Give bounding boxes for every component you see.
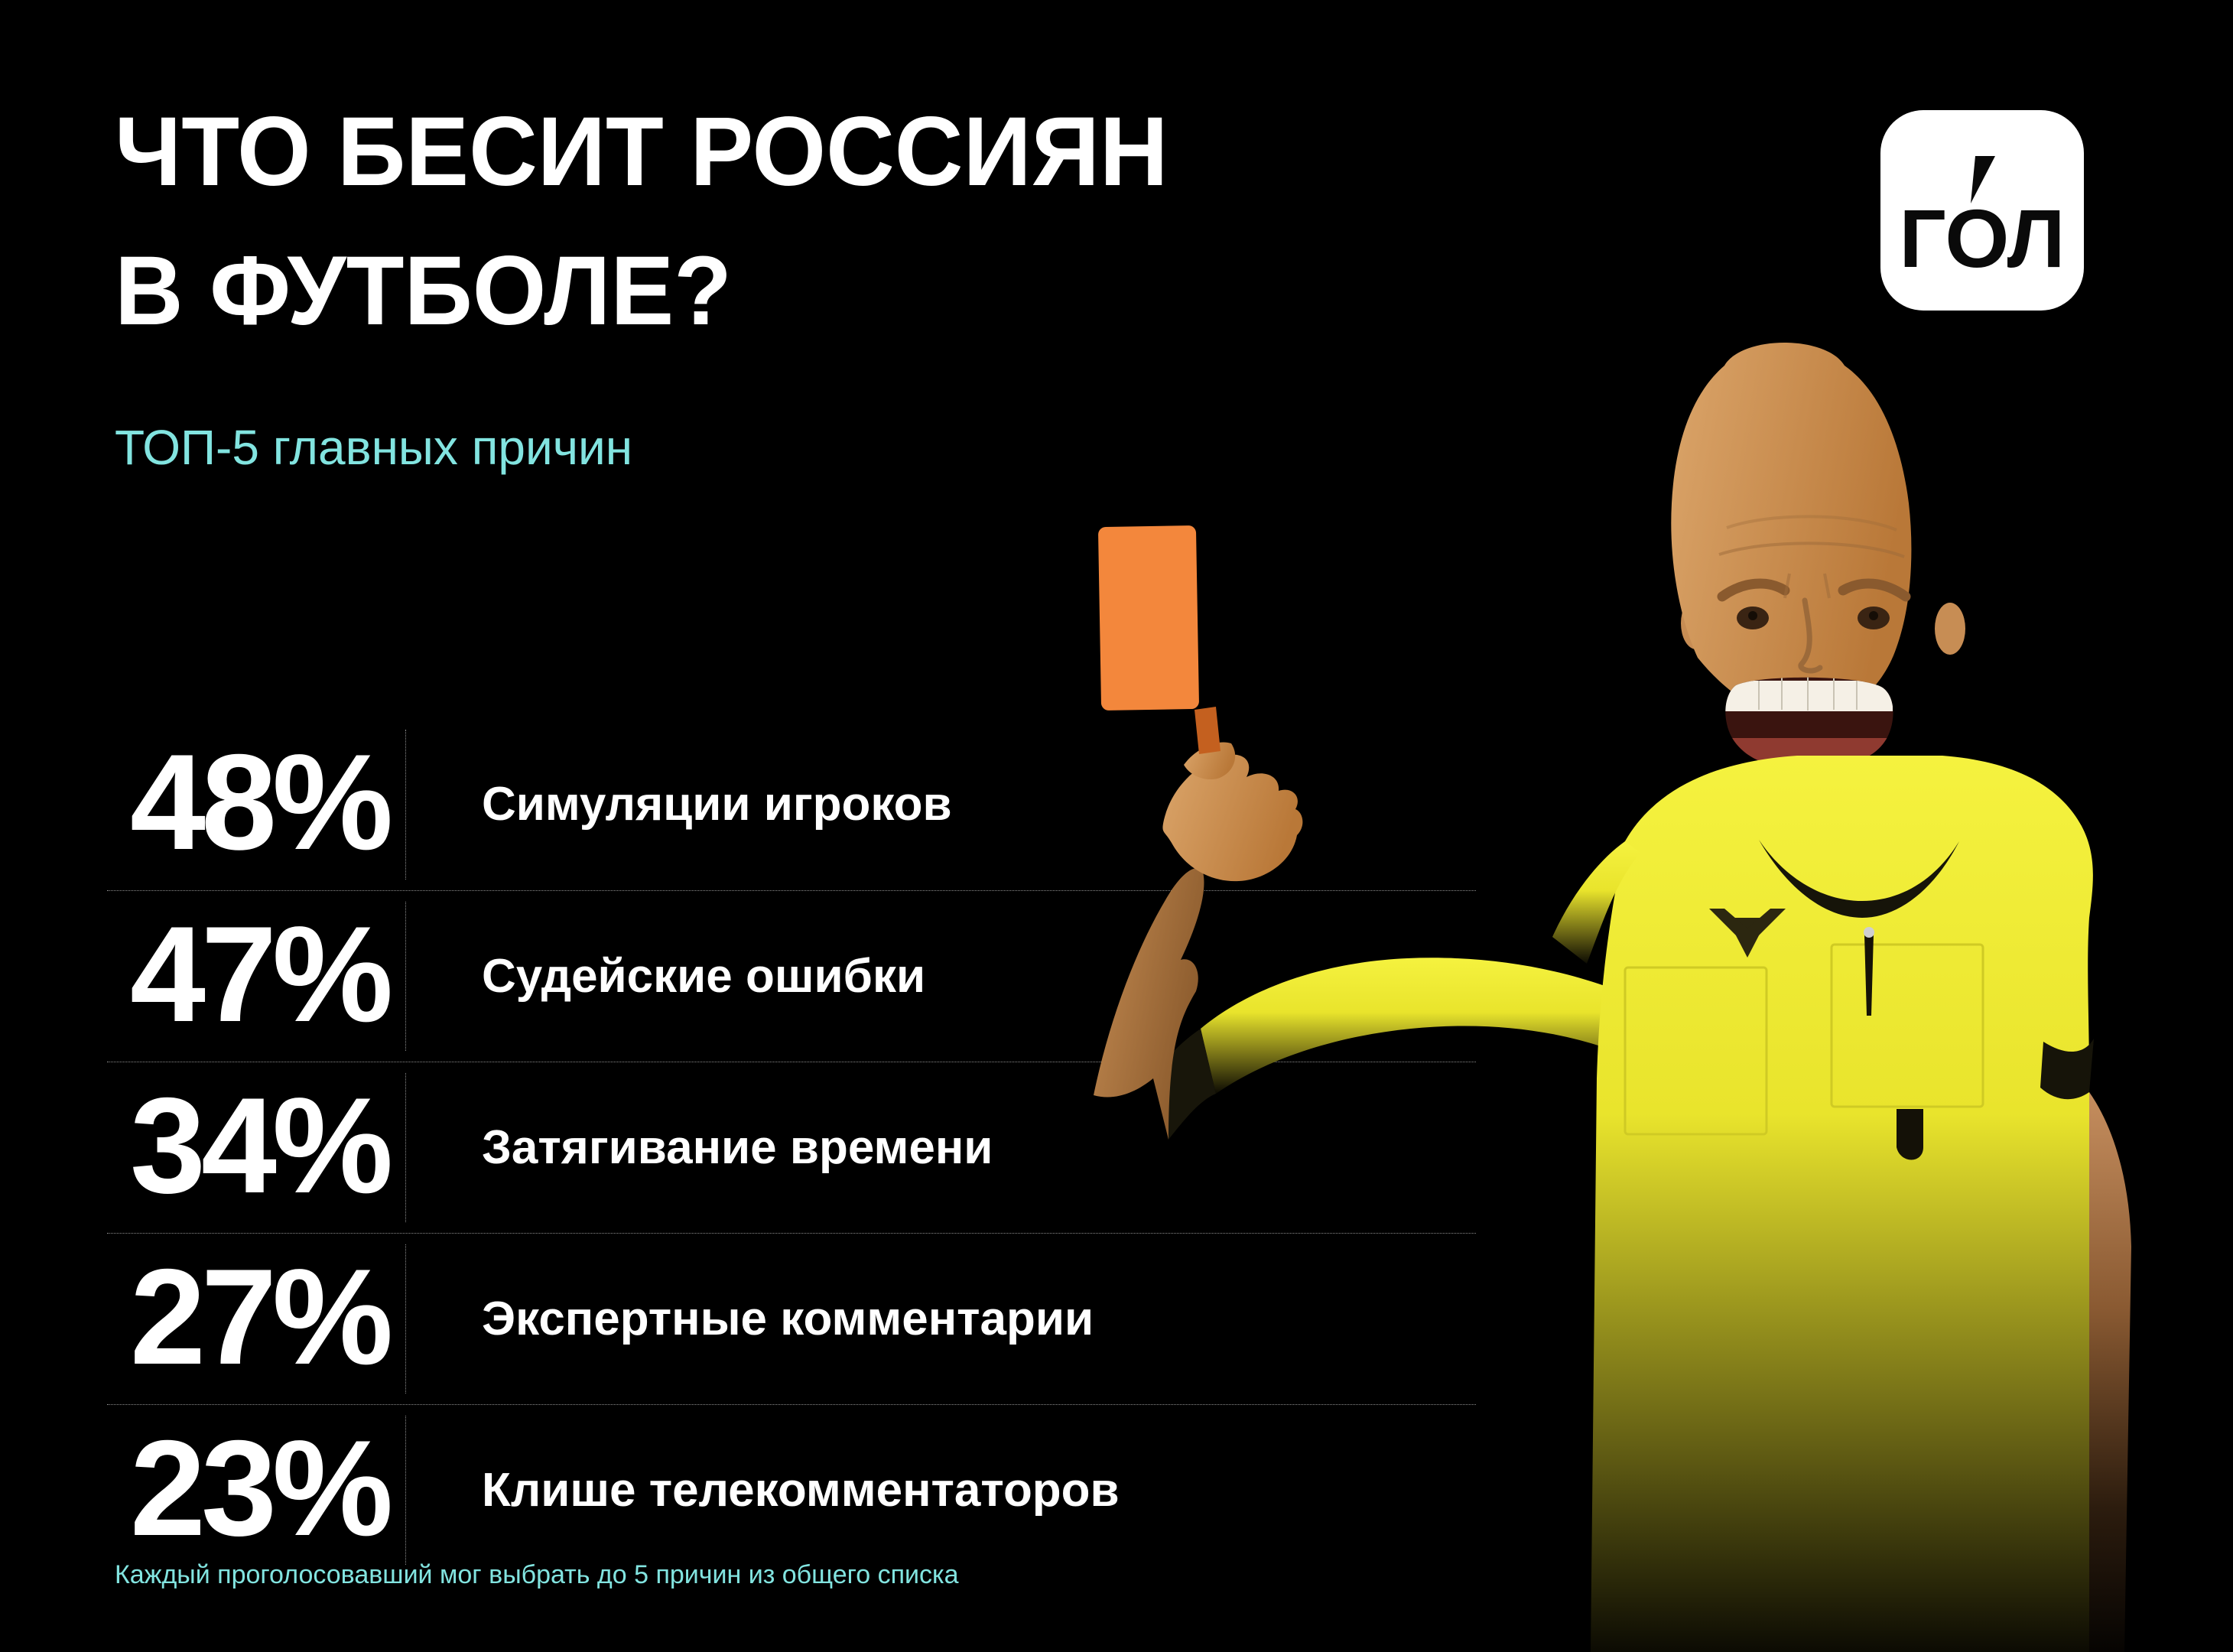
- svg-text:ГОЛ: ГОЛ: [1900, 192, 2066, 285]
